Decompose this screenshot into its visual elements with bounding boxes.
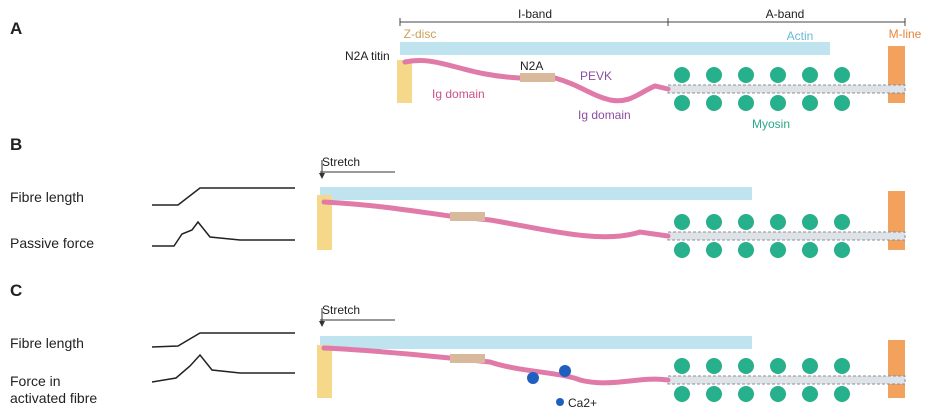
myosin-head xyxy=(738,242,754,258)
myosin-head xyxy=(834,358,850,374)
myosin-head xyxy=(738,95,754,111)
myosin-head xyxy=(674,214,690,230)
length-trace xyxy=(152,188,295,205)
length-trace xyxy=(152,333,295,347)
myosin-head xyxy=(738,386,754,402)
force-trace xyxy=(152,355,295,382)
panel-label: A xyxy=(10,19,22,38)
calcium-label: Ca2+ xyxy=(568,396,597,408)
myosin-head xyxy=(834,386,850,402)
myosin-head xyxy=(770,358,786,374)
myosin-head xyxy=(674,95,690,111)
myosin-head xyxy=(770,386,786,402)
n2a-domain xyxy=(520,73,555,82)
stretch-label: Stretch xyxy=(322,155,360,169)
myosin-head xyxy=(706,214,722,230)
myosin-filament xyxy=(668,376,905,384)
n2a-domain xyxy=(450,212,485,221)
m-line xyxy=(888,340,905,398)
myosin-head xyxy=(770,67,786,83)
myosin-head xyxy=(834,214,850,230)
myosin-head xyxy=(770,214,786,230)
myosin-head xyxy=(738,67,754,83)
m-line xyxy=(888,46,905,103)
myosin-head xyxy=(770,95,786,111)
myosin-head xyxy=(802,386,818,402)
pevk-label: PEVK xyxy=(580,69,612,83)
myosin-head xyxy=(738,214,754,230)
stretch-label: Stretch xyxy=(322,303,360,317)
i-band-label: I-band xyxy=(518,7,552,21)
myosin-head xyxy=(706,95,722,111)
myosin-head xyxy=(802,242,818,258)
myosin-head xyxy=(834,67,850,83)
figure: A I-band A-band Z-disc Actin M-line N2A … xyxy=(0,0,925,408)
actin-label: Actin xyxy=(787,29,814,43)
myosin-head xyxy=(802,95,818,111)
myosin-head xyxy=(706,358,722,374)
actin-filament xyxy=(400,42,830,55)
actin-filament xyxy=(320,187,752,200)
n2a-label: N2A xyxy=(520,59,543,73)
passive-force-label: Passive force xyxy=(10,235,94,251)
myosin-head xyxy=(706,242,722,258)
myosin-head xyxy=(738,358,754,374)
myosin-head xyxy=(770,242,786,258)
myosin-head xyxy=(802,214,818,230)
myosin-head xyxy=(674,358,690,374)
myosin-filament xyxy=(668,85,905,93)
myosin-filament xyxy=(668,232,905,240)
force-label: activated fibre xyxy=(10,390,97,406)
m-line xyxy=(888,191,905,250)
calcium-icon xyxy=(556,398,564,406)
myosin-head xyxy=(674,386,690,402)
myosin-label: Myosin xyxy=(752,117,790,131)
titin xyxy=(324,202,668,237)
myosin-head xyxy=(706,386,722,402)
panel-label: C xyxy=(10,281,22,300)
myosin-head xyxy=(834,95,850,111)
a-band-label: A-band xyxy=(766,7,805,21)
titin xyxy=(324,348,668,383)
panel-label: B xyxy=(10,135,22,154)
ig-domain-label: Ig domain xyxy=(432,87,485,101)
ig-domain-label: Ig domain xyxy=(578,108,631,122)
z-disc xyxy=(317,345,332,398)
actin-filament xyxy=(320,336,752,349)
myosin-head xyxy=(706,67,722,83)
myosin-head xyxy=(834,242,850,258)
myosin-head xyxy=(802,358,818,374)
z-disc-label: Z-disc xyxy=(404,27,437,41)
force-label: Force in xyxy=(10,373,61,389)
calcium-bound xyxy=(527,372,539,384)
calcium-bound xyxy=(559,365,571,377)
m-line-label: M-line xyxy=(889,27,922,41)
fibre-length-label: Fibre length xyxy=(10,335,84,351)
myosin-head xyxy=(802,67,818,83)
force-trace xyxy=(152,222,295,246)
fibre-length-label: Fibre length xyxy=(10,189,84,205)
z-disc xyxy=(397,60,412,103)
titin-label: N2A titin xyxy=(345,49,390,63)
myosin-head xyxy=(674,242,690,258)
myosin-head xyxy=(674,67,690,83)
n2a-domain xyxy=(450,354,485,363)
